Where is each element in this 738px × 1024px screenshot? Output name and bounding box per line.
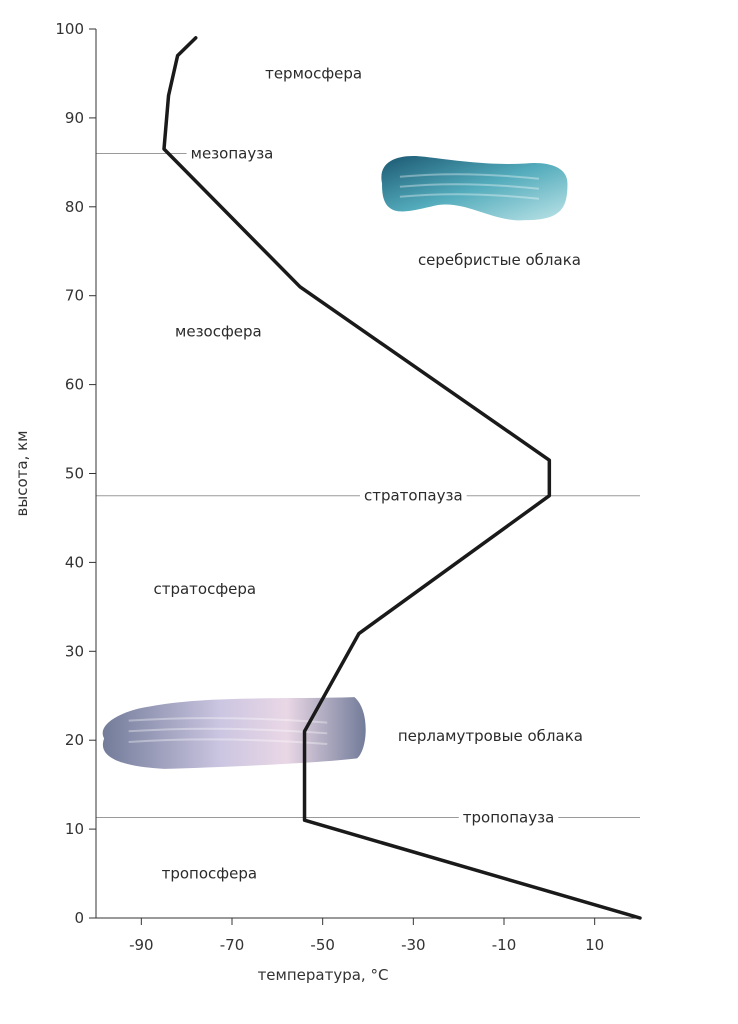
reference-lines: мезопауза стратопауза тропопауза (96, 143, 640, 828)
reference-line-label: стратопауза (364, 487, 463, 505)
temperature-curve-layer (162, 36, 642, 920)
reference-label-background (458, 807, 559, 828)
y-tick-label: 0 (74, 909, 84, 927)
reference-label-background (186, 143, 278, 164)
y-tick-label: 100 (55, 20, 84, 38)
zone-labels: термосфера мезосфера стратосфера тропосфера… (153, 64, 582, 882)
y-tick-label: 20 (65, 731, 84, 749)
reference-label-background (359, 485, 467, 506)
y-tick-label: 70 (65, 287, 84, 305)
x-tick-label: -50 (310, 936, 335, 954)
y-tick-label: 30 (65, 642, 84, 660)
axes: 0 10 20 30 40 50 60 70 80 90 100 -90 -70 -50 -30 -10 10 т… (13, 20, 640, 984)
y-tick-label: 90 (65, 109, 84, 127)
noctilucent-clouds-streak (399, 173, 540, 180)
y-tick-label: 10 (65, 820, 84, 838)
y-tick-label: 80 (65, 198, 84, 216)
zone-label: тропосфера (162, 865, 257, 883)
y-tick-label: 40 (65, 553, 84, 571)
zone-label: стратосфера (153, 580, 256, 598)
zone-label: мезосфера (175, 322, 262, 340)
x-tick-label: -30 (401, 936, 426, 954)
nacreous-clouds-streak (128, 738, 328, 745)
y-tick-label: 60 (65, 376, 84, 394)
noctilucent-clouds (381, 155, 568, 221)
zone-label: перламутровые облака (398, 727, 583, 745)
nacreous-clouds-streak (128, 727, 328, 735)
x-tick-label: -10 (492, 936, 517, 954)
y-axis-title: высота, км (13, 431, 31, 517)
noctilucent-clouds-streak (399, 183, 540, 190)
y-tick-label: 50 (65, 465, 84, 483)
x-axis-title: температура, °C (258, 966, 389, 984)
zone-label: термосфера (265, 64, 362, 82)
temperature-curve (162, 36, 642, 920)
x-tick-label: -90 (129, 936, 154, 954)
reference-line-label: мезопауза (191, 144, 274, 162)
noctilucent-clouds-streak (399, 193, 540, 200)
x-tick-label: 10 (585, 936, 604, 954)
nacreous-clouds (102, 697, 366, 769)
x-tick-label: -70 (220, 936, 245, 954)
clouds-layer (102, 155, 568, 769)
reference-line-label: тропопауза (463, 809, 554, 827)
zone-label: серебристые облака (418, 251, 581, 269)
nacreous-clouds-streak (128, 717, 328, 724)
